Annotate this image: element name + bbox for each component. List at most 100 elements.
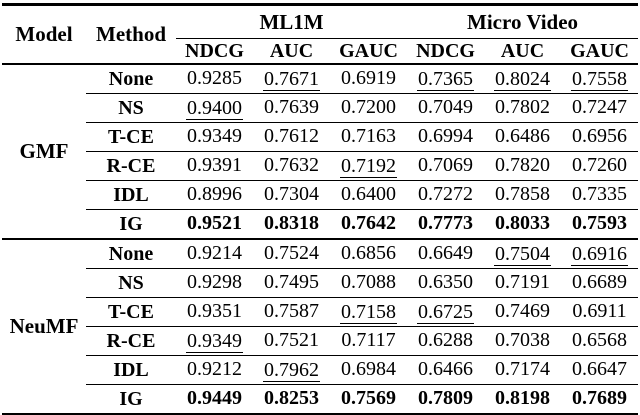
- metric-value-cell: 0.7962: [253, 355, 330, 385]
- metric-value: 0.7304: [264, 183, 319, 206]
- table-row-gmf-none: GMF None 0.9285 0.7671 0.6919 0.7365 0.8024 0.7…: [2, 64, 638, 163]
- metric-value: 0.6288: [418, 329, 474, 352]
- metric-value-cell: 0.6400: [330, 180, 408, 210]
- metric-value-cell: 0.7524: [253, 238, 330, 269]
- metric-value: 0.7639: [264, 96, 319, 119]
- header-metric-gauc-ml1m: GAUC: [330, 38, 408, 65]
- header-metric-row: NDCG AUC GAUC NDCG AUC GAUC: [2, 38, 639, 65]
- metric-value-cell: 0.7469: [484, 297, 562, 327]
- second-best-value: 0.7504: [494, 242, 552, 266]
- metric-value-cell: 0.6956: [561, 122, 639, 152]
- metric-value-cell: 0.6725: [407, 297, 485, 327]
- metric-value: 0.7272: [418, 183, 474, 206]
- header-group-row: Model Method ML1M Micro Video: [2, 4, 639, 65]
- table-row-neumf-t-ce: T-CE 0.9351 0.7587 0.7158 0.6725 0.7469 0.6911: [2, 297, 639, 327]
- method-cell: IG: [86, 209, 176, 239]
- metric-value: 0.7802: [495, 96, 551, 119]
- metric-value-cell: 0.7504: [484, 238, 562, 269]
- second-best-value: 0.9400: [186, 96, 243, 120]
- metric-value: 0.6486: [495, 125, 551, 148]
- metric-value: 0.7069: [418, 154, 474, 177]
- metric-value-cell: 0.7593: [561, 209, 639, 239]
- metric-value: 0.7038: [495, 329, 551, 352]
- metric-value-cell: 0.7163: [330, 122, 408, 152]
- header-method: Method: [86, 4, 176, 65]
- metric-value: 0.7612: [264, 125, 319, 148]
- metric-value-cell: 0.7632: [253, 151, 330, 181]
- metric-value-cell: 0.7088: [330, 268, 408, 298]
- metric-value: 0.6856: [341, 242, 397, 265]
- metric-value: 0.7335: [572, 183, 628, 206]
- metric-value-cell: 0.7642: [330, 209, 408, 239]
- metric-value: 0.7247: [572, 96, 628, 119]
- metric-value: 0.7689: [572, 387, 628, 410]
- metric-value-cell: 0.7558: [561, 64, 638, 94]
- method-cell: None: [86, 238, 176, 269]
- metric-value-cell: 0.7158: [330, 297, 408, 327]
- metric-value: 0.7469: [495, 300, 551, 323]
- metric-value-cell: 0.9212: [176, 355, 253, 385]
- method-cell: NS: [86, 268, 176, 298]
- metric-value-cell: 0.7639: [253, 93, 330, 123]
- metric-value-cell: 0.6649: [407, 238, 485, 269]
- metric-value-cell: 0.6856: [330, 238, 408, 269]
- header-metric-ndcg-mv: NDCG: [407, 38, 485, 65]
- metric-value-cell: 0.9349: [176, 122, 253, 152]
- results-table-body: GMF None 0.9285 0.7671 0.6919 0.7365 0.8024 0.7…: [2, 64, 639, 415]
- metric-value-cell: 0.7858: [484, 180, 562, 210]
- metric-value-cell: 0.7569: [330, 384, 408, 415]
- metric-value: 0.7524: [264, 242, 319, 265]
- header-metric-gauc-mv: GAUC: [561, 38, 639, 65]
- metric-value-cell: 0.7612: [253, 122, 330, 152]
- metric-value-cell: 0.7117: [330, 326, 408, 356]
- second-best-value: 0.8024: [494, 67, 552, 91]
- metric-value-cell: 0.6916: [561, 238, 639, 269]
- metric-value: 0.6568: [572, 329, 628, 352]
- metric-value: 0.9449: [187, 387, 242, 410]
- metric-value: 0.7858: [495, 183, 551, 206]
- table-row-gmf-ig: IG 0.9521 0.8318 0.7642 0.7773 0.8033 0.7593: [2, 209, 639, 239]
- results-table: Model Method ML1M Micro Video NDCG AUC G…: [2, 3, 639, 415]
- metric-value: 0.7049: [418, 96, 474, 119]
- table-row-gmf-t-ce: T-CE 0.9349 0.7612 0.7163 0.6994 0.6486 0.6956: [2, 122, 639, 152]
- table-row-neumf-none: NeuMF None 0.9214 0.7524 0.6856 0.6649 0.7504 0…: [2, 238, 639, 415]
- metric-value: 0.9521: [187, 212, 242, 235]
- metric-value: 0.7260: [572, 154, 628, 177]
- metric-value-cell: 0.6288: [407, 326, 485, 356]
- metric-value: 0.9349: [187, 125, 242, 148]
- metric-value-cell: 0.7192: [330, 151, 408, 181]
- metric-value: 0.6984: [341, 358, 397, 381]
- metric-value: 0.7117: [341, 329, 396, 352]
- metric-value-cell: 0.8198: [484, 384, 562, 415]
- metric-value: 0.8318: [264, 212, 319, 235]
- metric-value: 0.6350: [418, 271, 474, 294]
- metric-value-cell: 0.7304: [253, 180, 330, 210]
- header-model: Model: [2, 4, 86, 65]
- table-row-gmf-ns: NS 0.9400 0.7639 0.7200 0.7049 0.7802 0.7247: [2, 93, 639, 123]
- metric-value-cell: 0.8996: [176, 180, 253, 210]
- metric-value: 0.7632: [264, 154, 319, 177]
- metric-value-cell: 0.6486: [484, 122, 562, 152]
- method-cell: IDL: [86, 180, 176, 210]
- metric-value-cell: 0.6350: [407, 268, 485, 298]
- metric-value-cell: 0.6994: [407, 122, 485, 152]
- metric-value: 0.7569: [341, 387, 397, 410]
- second-best-value: 0.6916: [571, 242, 629, 266]
- metric-value-cell: 0.7802: [484, 93, 562, 123]
- metric-value-cell: 0.7069: [407, 151, 485, 181]
- method-cell: R-CE: [86, 326, 176, 356]
- second-best-value: 0.7158: [340, 300, 398, 324]
- table-row-neumf-ns: NS 0.9298 0.7495 0.7088 0.6350 0.7191 0.6689: [2, 268, 639, 298]
- metric-value: 0.7820: [495, 154, 551, 177]
- metric-value: 0.6911: [572, 300, 627, 323]
- metric-value: 0.6400: [341, 183, 397, 206]
- metric-value: 0.7495: [264, 271, 319, 294]
- table-row-gmf-r-ce: R-CE 0.9391 0.7632 0.7192 0.7069 0.7820 0.7260: [2, 151, 639, 181]
- metric-value: 0.7773: [418, 212, 474, 235]
- metric-value-cell: 0.7773: [407, 209, 485, 239]
- metric-value-cell: 0.9351: [176, 297, 253, 327]
- metric-value-cell: 0.9391: [176, 151, 253, 181]
- metric-value: 0.7587: [264, 300, 319, 323]
- metric-value: 0.9298: [187, 271, 242, 294]
